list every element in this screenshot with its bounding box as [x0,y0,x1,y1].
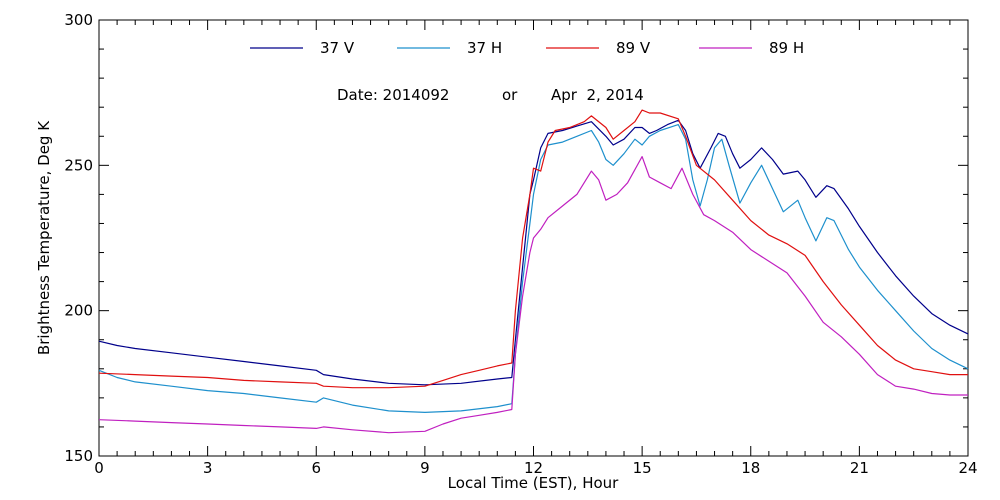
axis-ticks: 0 3 6 9 12 15 18 21 24 150 200 250 300 [64,11,977,477]
series-line [98,124,969,413]
legend: 37 V 37 H 89 V 89 H [250,39,804,57]
or-label: or [502,86,518,104]
y-axis-label: Brightness Temperature, Deg K [35,120,53,355]
legend-label: 89 V [616,39,651,57]
y-tick-label: 200 [64,302,93,320]
x-tick-label: 15 [633,459,652,477]
y-tick-label: 300 [64,11,93,29]
series-line [98,109,968,389]
x-tick-label: 21 [850,459,869,477]
legend-label: 37 V [320,39,355,57]
x-tick-label: 0 [94,459,104,477]
series-line [98,156,968,434]
series-line [98,119,969,386]
x-axis-label: Local Time (EST), Hour [448,474,619,492]
date-text: Apr 2, 2014 [551,86,644,104]
series-lines [98,109,969,434]
x-tick-label: 3 [203,459,213,477]
y-tick-label: 250 [64,156,93,174]
x-tick-label: 18 [741,459,760,477]
legend-label: 89 H [769,39,804,57]
x-tick-label: 6 [311,459,321,477]
x-tick-label: 9 [420,459,430,477]
date-annotation: Date: 2014092 or Apr 2, 2014 [337,86,644,104]
legend-label: 37 H [467,39,502,57]
y-tick-label: 150 [64,447,93,465]
x-tick-label: 12 [524,459,543,477]
date-label: Date: 2014092 [337,86,449,104]
x-tick-label: 24 [958,459,977,477]
